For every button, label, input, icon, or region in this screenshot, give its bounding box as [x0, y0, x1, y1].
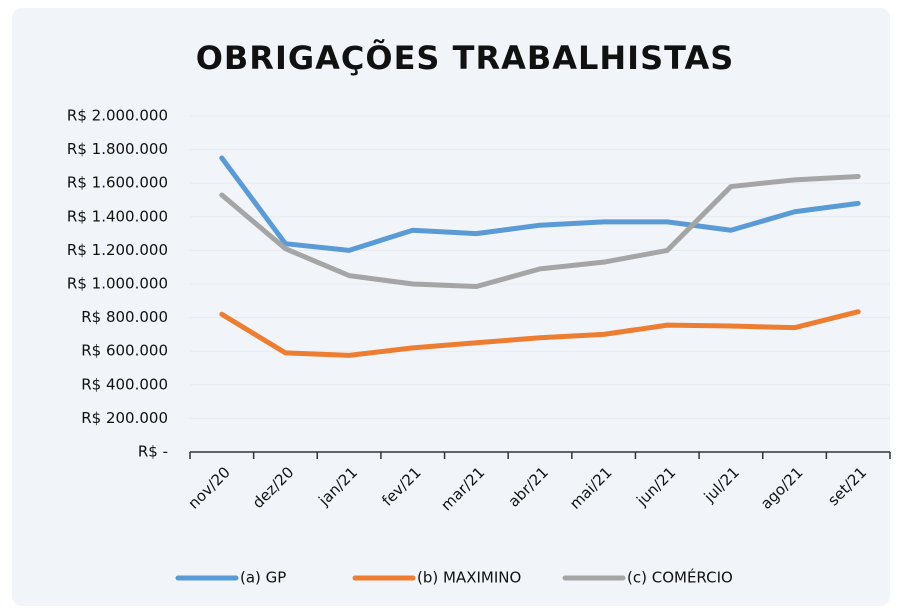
- y-tick-label: R$ 800.000: [81, 308, 168, 326]
- y-tick-label: R$ 1.400.000: [67, 207, 168, 225]
- y-tick-label: R$ 2.000.000: [67, 107, 168, 125]
- chart-background: [12, 8, 890, 606]
- chart-title: OBRIGAÇÕES TRABALHISTAS: [196, 38, 735, 77]
- y-tick-label: R$ 1.800.000: [67, 140, 168, 158]
- y-tick-label: R$ -: [138, 443, 168, 461]
- y-tick-label: R$ 200.000: [81, 409, 168, 427]
- series-line: [219, 155, 861, 253]
- y-tick-label: R$ 1.600.000: [67, 174, 168, 192]
- legend-label: (b) MAXIMINO: [417, 569, 521, 587]
- y-tick-label: R$ 1.200.000: [67, 241, 168, 259]
- y-tick-label: R$ 400.000: [81, 375, 168, 393]
- series-line: [219, 309, 861, 358]
- legend-label: (c) COMÉRCIO: [627, 568, 733, 587]
- series-line: [219, 173, 861, 290]
- legend-label: (a) GP: [240, 569, 286, 587]
- y-tick-label: R$ 1.000.000: [67, 275, 168, 293]
- y-tick-label: R$ 600.000: [81, 342, 168, 360]
